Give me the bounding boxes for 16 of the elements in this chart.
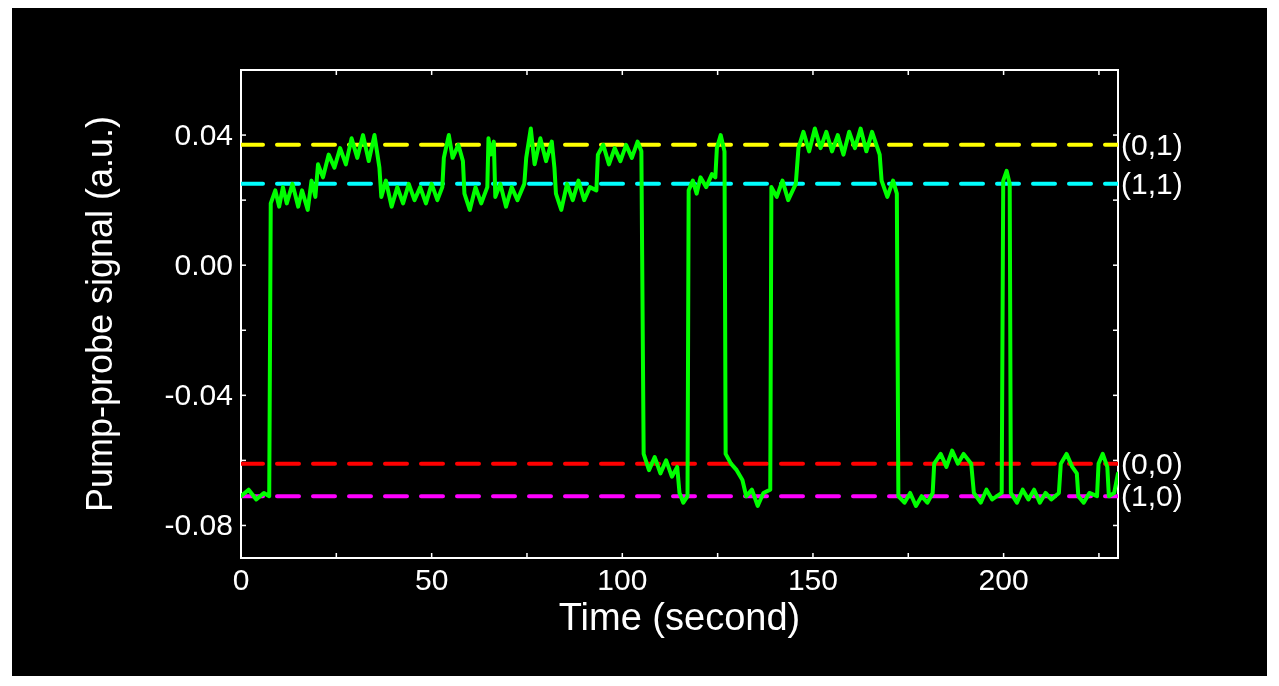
- x-axis-title: Time (second): [558, 596, 801, 638]
- series-label: (0,0): [1121, 446, 1183, 480]
- line-series: [241, 126, 1118, 508]
- y-axis-title: Pump-probe signal (a.u.): [79, 115, 120, 513]
- series-label: (0,1): [1121, 127, 1183, 161]
- x-tick-label: 150: [787, 563, 838, 596]
- y-tick-label: -0.08: [164, 508, 233, 542]
- x-tick-label: 50: [414, 563, 449, 596]
- y-tick-label: 0.00: [174, 248, 233, 282]
- y-tick-label: 0.04: [174, 118, 233, 152]
- x-tick-label: 0: [232, 563, 250, 596]
- x-tick-label: 200: [978, 563, 1029, 596]
- y-tick-label: -0.04: [164, 378, 233, 412]
- series-label: (1,0): [1121, 479, 1183, 513]
- x-tick-label: 100: [597, 563, 648, 596]
- series-label: (1,1): [1121, 166, 1183, 200]
